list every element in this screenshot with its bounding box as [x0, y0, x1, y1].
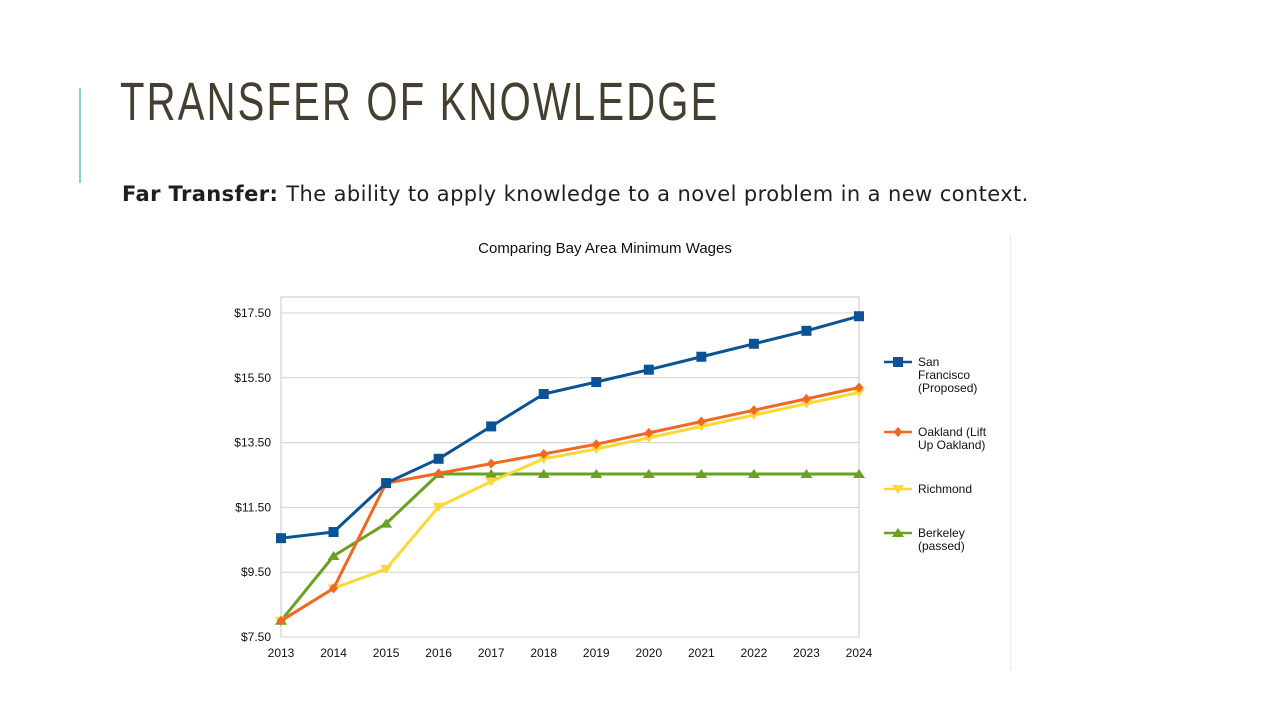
data-point-san-francisco-proposed [643, 364, 654, 375]
slide-dotted-divider [1010, 235, 1011, 670]
legend-marker-berkeley-passed [892, 528, 904, 537]
x-tick-label: 2020 [635, 646, 662, 660]
legend-label-san-francisco-proposed: Francisco [918, 368, 970, 382]
slide-subtitle: Far Transfer: The ability to apply knowle… [122, 182, 1029, 206]
data-point-oakland-lift-up-oakland [329, 583, 339, 594]
data-point-san-francisco-proposed [696, 351, 707, 362]
data-point-richmond [432, 502, 445, 512]
y-tick-label: $11.50 [235, 500, 271, 514]
x-tick-label: 2023 [793, 646, 820, 660]
data-point-berkeley-passed [327, 551, 340, 560]
data-point-oakland-lift-up-oakland [749, 405, 759, 416]
data-point-berkeley-passed [590, 469, 603, 479]
legend-marker-oakland-lift-up-oakland [893, 427, 903, 437]
y-tick-label: $7.50 [241, 630, 271, 644]
data-point-richmond [537, 454, 550, 464]
series-line-san-francisco-proposed [280, 314, 860, 540]
y-tick-label: $15.50 [234, 371, 271, 385]
x-tick-label: 2014 [320, 646, 347, 660]
legend-marker-san-francisco-proposed [893, 357, 903, 367]
data-point-berkeley-passed [853, 469, 865, 479]
term-definition: The ability to apply knowledge to a nove… [286, 182, 1029, 206]
data-point-richmond [485, 477, 498, 487]
y-tick-label: $9.50 [241, 565, 271, 579]
data-point-san-francisco-proposed [486, 421, 497, 432]
legend-label-berkeley-passed: Berkeley [918, 526, 965, 540]
term-label: Far Transfer: [122, 182, 279, 206]
x-tick-label: 2015 [373, 646, 400, 660]
series-line-berkeley-passed [279, 472, 859, 622]
data-point-berkeley-passed [747, 469, 760, 479]
data-point-san-francisco-proposed [748, 338, 759, 349]
y-tick-label: $13.50 [234, 436, 271, 450]
x-tick-label: 2024 [846, 646, 873, 660]
data-point-san-francisco-proposed [801, 325, 812, 336]
data-point-oakland-lift-up-oakland [696, 416, 706, 427]
data-point-oakland-lift-up-oakland [591, 439, 601, 450]
data-point-san-francisco-proposed [854, 311, 864, 322]
data-point-oakland-lift-up-oakland [434, 468, 444, 479]
data-point-san-francisco-proposed [276, 533, 286, 544]
x-tick-label: 2013 [268, 646, 295, 660]
slide-title: TRANSFER OF KNOWLEDGE [120, 72, 720, 132]
data-point-san-francisco-proposed [433, 453, 444, 464]
data-point-berkeley-passed [800, 469, 813, 479]
chart-title: Comparing Bay Area Minimum Wages [478, 240, 732, 257]
data-point-san-francisco-proposed [381, 478, 392, 489]
data-point-berkeley-passed [642, 469, 655, 479]
data-point-richmond [853, 388, 865, 398]
data-point-oakland-lift-up-oakland [644, 427, 654, 438]
data-point-oakland-lift-up-oakland [486, 458, 496, 469]
legend-label-san-francisco-proposed: San [918, 355, 939, 369]
data-point-berkeley-passed [695, 469, 708, 479]
data-point-berkeley-passed [537, 469, 550, 479]
data-point-richmond [800, 399, 813, 409]
legend-label-richmond: Richmond [918, 482, 972, 496]
series-line-richmond [280, 390, 860, 623]
data-point-richmond [590, 445, 603, 455]
x-tick-label: 2021 [688, 646, 715, 660]
data-point-oakland-lift-up-oakland [854, 382, 864, 393]
accent-bar [79, 88, 81, 183]
y-tick-label: $17.50 [234, 306, 271, 320]
plot-area [280, 296, 860, 638]
data-point-richmond [747, 411, 760, 421]
legend-label-oakland-lift-up-oakland: Oakland (Lift [918, 425, 987, 439]
legend-label-san-francisco-proposed: (Proposed) [918, 381, 977, 395]
x-tick-label: 2018 [530, 646, 557, 660]
data-point-berkeley-passed [380, 518, 393, 528]
data-point-richmond [380, 564, 393, 574]
series-line-oakland-lift-up-oakland [280, 386, 860, 623]
data-point-san-francisco-proposed [328, 527, 339, 538]
legend-marker-richmond [892, 485, 904, 494]
data-point-san-francisco-proposed [591, 377, 602, 388]
x-tick-label: 2016 [425, 646, 452, 660]
legend-label-berkeley-passed: (passed) [918, 539, 965, 553]
data-point-berkeley-passed [485, 469, 498, 479]
data-point-richmond [642, 433, 655, 443]
legend-label-oakland-lift-up-oakland: Up Oakland) [918, 438, 985, 452]
x-tick-label: 2019 [583, 646, 610, 660]
data-point-oakland-lift-up-oakland [276, 615, 286, 626]
data-point-richmond [695, 422, 708, 432]
data-point-oakland-lift-up-oakland [539, 448, 549, 459]
x-tick-label: 2022 [741, 646, 768, 660]
data-point-san-francisco-proposed [538, 389, 549, 399]
data-point-oakland-lift-up-oakland [801, 393, 811, 404]
x-tick-label: 2017 [478, 646, 505, 660]
